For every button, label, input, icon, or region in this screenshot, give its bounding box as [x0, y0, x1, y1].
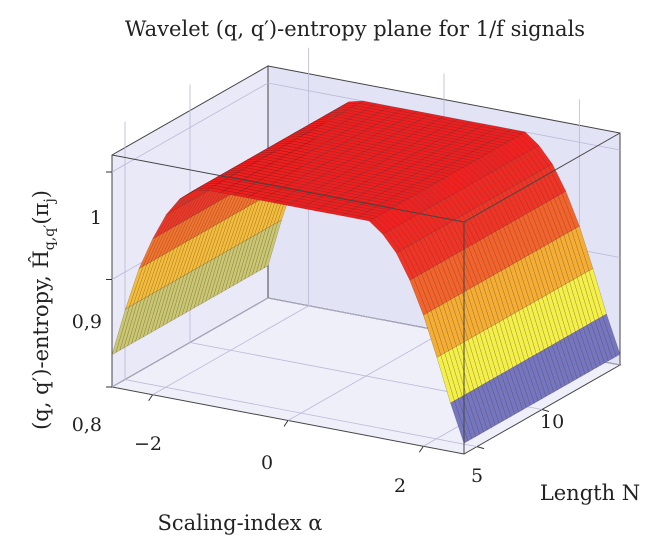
y-grid-line [189, 84, 543, 410]
x-tick-mark [148, 394, 154, 402]
surface-patch [496, 373, 516, 417]
y-tick-label: 5 [471, 465, 483, 487]
front-box-edges [111, 132, 621, 454]
z-tick-label: 1 [90, 207, 102, 229]
x-axis-label: Scaling-index α [158, 511, 323, 535]
x-tick-mark [283, 420, 289, 427]
x-tick-label: 0 [261, 452, 273, 474]
x-tick-label: 2 [394, 475, 406, 497]
y-axis-label: Length N [540, 481, 640, 505]
entropy-surface [111, 100, 621, 444]
axis-ticks [106, 171, 550, 453]
y-tick-label: 10 [540, 411, 564, 433]
x-tick-mark [418, 445, 424, 453]
chart-title: Wavelet (q, q′)-entropy plane for 1/f si… [125, 17, 585, 41]
z-tick-label: 0,8 [72, 414, 102, 436]
y-tick-mark [541, 409, 550, 412]
y-tick-mark [476, 446, 485, 450]
surface-patch [574, 329, 594, 373]
z-axis-label: (q, q′)-entropy, Ĥq,q′(πj) [29, 190, 58, 430]
y-grid-line [124, 121, 478, 447]
x-tick-label: −2 [134, 433, 162, 455]
z-tick-label: 0,9 [72, 311, 102, 333]
